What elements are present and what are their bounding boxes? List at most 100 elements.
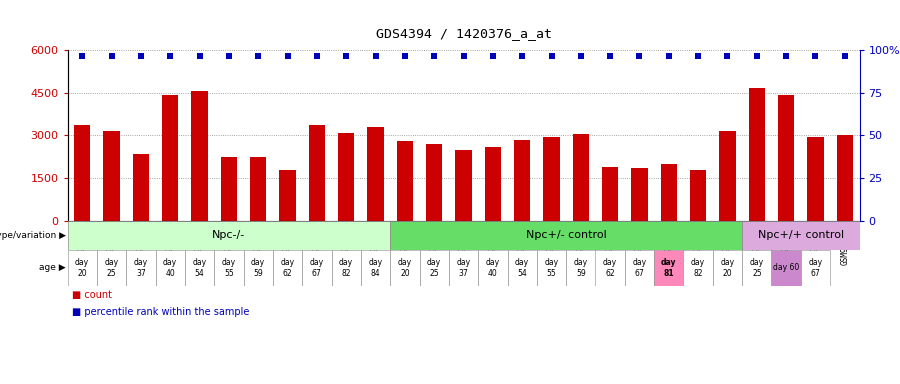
Bar: [133, 154, 148, 221]
Bar: [391, 250, 419, 286]
Text: day
25: day 25: [104, 258, 119, 278]
Text: day
20: day 20: [398, 258, 412, 278]
Point: [339, 53, 354, 59]
Bar: [683, 250, 713, 286]
Bar: [104, 131, 120, 221]
Point: [720, 53, 734, 59]
Bar: [544, 137, 560, 221]
Point: [251, 53, 266, 59]
Bar: [74, 126, 90, 221]
Bar: [508, 250, 536, 286]
Bar: [771, 250, 801, 286]
Text: age ▶: age ▶: [39, 263, 66, 272]
Bar: [126, 250, 156, 286]
Bar: [690, 170, 707, 221]
Text: day
62: day 62: [603, 258, 617, 278]
Bar: [719, 131, 735, 221]
Bar: [455, 150, 472, 221]
Text: day
82: day 82: [339, 258, 353, 278]
Bar: [807, 137, 824, 221]
Text: day
40: day 40: [486, 258, 500, 278]
Point: [633, 53, 647, 59]
Point: [486, 53, 500, 59]
Point: [515, 53, 529, 59]
Bar: [279, 170, 295, 221]
Bar: [426, 144, 442, 221]
Text: day
59: day 59: [574, 258, 588, 278]
Bar: [97, 250, 126, 286]
Bar: [632, 168, 648, 221]
Bar: [397, 141, 413, 221]
Bar: [419, 250, 449, 286]
Bar: [536, 250, 566, 286]
Text: day
82: day 82: [691, 258, 706, 278]
Text: day
25: day 25: [428, 258, 441, 278]
Bar: [661, 164, 677, 221]
Point: [838, 53, 852, 59]
Bar: [572, 134, 589, 221]
Point: [280, 53, 294, 59]
Point: [573, 53, 588, 59]
Text: day
67: day 67: [808, 258, 823, 278]
Bar: [309, 126, 325, 221]
Bar: [184, 250, 214, 286]
Bar: [273, 250, 302, 286]
Bar: [302, 250, 331, 286]
Text: day
67: day 67: [633, 258, 646, 278]
Bar: [478, 250, 508, 286]
Bar: [338, 132, 355, 221]
Bar: [602, 167, 618, 221]
Bar: [742, 250, 771, 286]
Bar: [449, 250, 478, 286]
Text: day
55: day 55: [221, 258, 236, 278]
Text: GDS4394 / 1420376_a_at: GDS4394 / 1420376_a_at: [375, 27, 552, 40]
Point: [691, 53, 706, 59]
Text: Npc+/- control: Npc+/- control: [526, 230, 607, 240]
Bar: [162, 96, 178, 221]
Bar: [742, 221, 860, 250]
Bar: [331, 250, 361, 286]
Bar: [361, 250, 391, 286]
Point: [193, 53, 207, 59]
Bar: [220, 157, 237, 221]
Bar: [778, 96, 794, 221]
Text: day
81: day 81: [662, 258, 677, 278]
Text: day
37: day 37: [456, 258, 471, 278]
Text: day
25: day 25: [750, 258, 764, 278]
Text: ■ count: ■ count: [72, 290, 112, 300]
Point: [427, 53, 441, 59]
Bar: [801, 250, 830, 286]
Bar: [654, 250, 683, 286]
Point: [779, 53, 794, 59]
Bar: [391, 221, 742, 250]
Text: day
54: day 54: [515, 258, 529, 278]
Bar: [625, 250, 654, 286]
Point: [750, 53, 764, 59]
Text: day
20: day 20: [720, 258, 734, 278]
Point: [544, 53, 559, 59]
Text: day 60: day 60: [773, 263, 799, 272]
Bar: [192, 91, 208, 221]
Text: day
67: day 67: [310, 258, 324, 278]
Point: [368, 53, 382, 59]
Text: ■ percentile rank within the sample: ■ percentile rank within the sample: [72, 307, 249, 317]
Bar: [596, 250, 625, 286]
Point: [221, 53, 236, 59]
Bar: [214, 250, 244, 286]
Point: [133, 53, 148, 59]
Point: [808, 53, 823, 59]
Bar: [68, 250, 97, 286]
Bar: [837, 136, 853, 221]
Text: day
40: day 40: [163, 258, 177, 278]
Bar: [68, 221, 391, 250]
Text: day
55: day 55: [544, 258, 559, 278]
Point: [310, 53, 324, 59]
Text: day
54: day 54: [193, 258, 207, 278]
Text: genotype/variation ▶: genotype/variation ▶: [0, 231, 66, 240]
Point: [456, 53, 471, 59]
Bar: [485, 147, 501, 221]
Bar: [713, 250, 742, 286]
Point: [603, 53, 617, 59]
Point: [163, 53, 177, 59]
Text: day
62: day 62: [281, 258, 294, 278]
